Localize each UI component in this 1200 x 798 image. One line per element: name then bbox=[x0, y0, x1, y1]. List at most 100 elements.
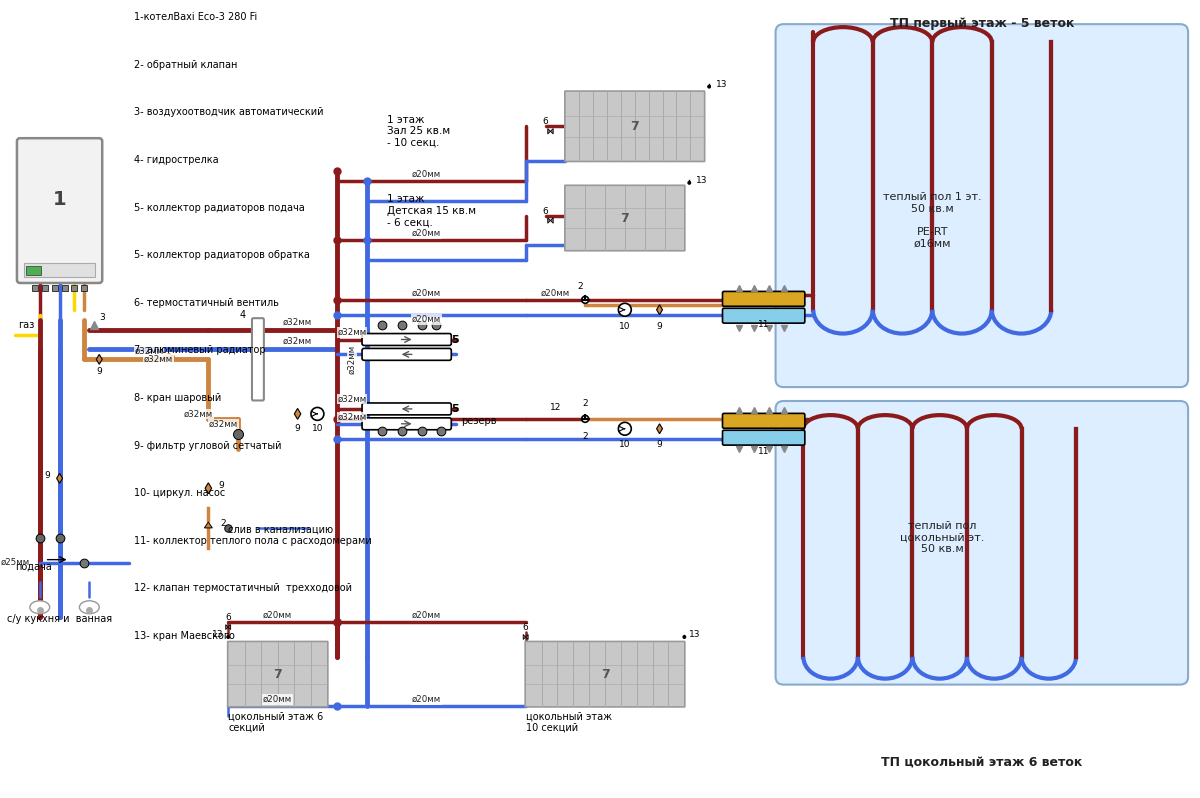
Text: 10- циркул. насос: 10- циркул. насос bbox=[134, 488, 226, 498]
Text: 2: 2 bbox=[577, 282, 583, 291]
Text: ø32мм: ø32мм bbox=[134, 347, 163, 356]
Circle shape bbox=[688, 181, 691, 184]
Text: 11- коллектор теплого пола с расходомерами: 11- коллектор теплого пола с расходомера… bbox=[134, 535, 372, 546]
Text: 7: 7 bbox=[274, 668, 282, 681]
FancyBboxPatch shape bbox=[722, 430, 805, 445]
Text: 6- термостатичный вентиль: 6- термостатичный вентиль bbox=[134, 298, 278, 308]
Text: 1 этаж
Зал 25 кв.м
- 10 секц.: 1 этаж Зал 25 кв.м - 10 секц. bbox=[386, 115, 450, 148]
Polygon shape bbox=[226, 625, 228, 630]
Polygon shape bbox=[96, 354, 102, 365]
Text: ø20мм: ø20мм bbox=[263, 695, 293, 704]
Circle shape bbox=[618, 303, 631, 316]
FancyBboxPatch shape bbox=[565, 91, 704, 161]
Text: ø20мм: ø20мм bbox=[412, 288, 442, 298]
Text: 13- кран Маевского: 13- кран Маевского bbox=[134, 631, 235, 641]
Text: 9: 9 bbox=[295, 424, 300, 433]
Text: теплый пол
цокольный эт.
50 кв.м: теплый пол цокольный эт. 50 кв.м bbox=[900, 521, 984, 555]
Text: ø32мм: ø32мм bbox=[337, 328, 367, 337]
Ellipse shape bbox=[30, 601, 49, 614]
Polygon shape bbox=[56, 473, 62, 484]
Text: 13: 13 bbox=[696, 176, 708, 185]
Text: ø20мм: ø20мм bbox=[541, 288, 570, 298]
FancyBboxPatch shape bbox=[362, 349, 451, 361]
Text: ø32мм: ø32мм bbox=[283, 337, 312, 346]
Text: 13: 13 bbox=[689, 630, 701, 639]
Text: 1 этаж
Детская 15 кв.м
- 6 секц.: 1 этаж Детская 15 кв.м - 6 секц. bbox=[386, 194, 476, 227]
Text: 7: 7 bbox=[601, 668, 610, 681]
FancyBboxPatch shape bbox=[722, 291, 805, 306]
Text: 7: 7 bbox=[620, 211, 629, 224]
Text: цокольный этаж 6
секций: цокольный этаж 6 секций bbox=[228, 711, 324, 733]
Text: ø20мм: ø20мм bbox=[412, 229, 442, 238]
FancyBboxPatch shape bbox=[775, 401, 1188, 685]
Text: 9: 9 bbox=[96, 367, 102, 377]
FancyBboxPatch shape bbox=[362, 403, 451, 415]
Text: 2: 2 bbox=[582, 399, 588, 408]
Text: 3- воздухоотводчик автоматический: 3- воздухоотводчик автоматический bbox=[134, 108, 324, 117]
Text: 6: 6 bbox=[523, 623, 528, 632]
Bar bbox=[24, 263, 95, 277]
Text: 9- фильтр угловой сетчатый: 9- фильтр угловой сетчатый bbox=[134, 440, 282, 451]
Text: 6: 6 bbox=[226, 613, 232, 622]
Text: 11: 11 bbox=[758, 320, 769, 329]
Text: 4: 4 bbox=[240, 310, 246, 320]
Polygon shape bbox=[228, 625, 230, 630]
Text: 7- алюминевый радиатор: 7- алюминевый радиатор bbox=[134, 346, 265, 355]
Text: 2: 2 bbox=[582, 432, 588, 440]
Text: резерв: резерв bbox=[461, 416, 497, 426]
Text: 6: 6 bbox=[542, 117, 548, 126]
Text: слив в канализацию: слив в канализацию bbox=[228, 525, 334, 535]
Text: ø20мм: ø20мм bbox=[412, 315, 442, 324]
FancyBboxPatch shape bbox=[17, 138, 102, 283]
Text: ø20мм: ø20мм bbox=[412, 695, 442, 704]
Text: 2: 2 bbox=[221, 519, 226, 528]
Text: 8- кран шаровый: 8- кран шаровый bbox=[134, 393, 221, 403]
Text: ø20мм: ø20мм bbox=[412, 610, 442, 620]
Text: 2- обратный клапан: 2- обратный клапан bbox=[134, 60, 238, 70]
Polygon shape bbox=[547, 218, 551, 223]
Text: теплый пол 1 эт.
50 кв.м

PE-RT
ø16мм: теплый пол 1 эт. 50 кв.м PE-RT ø16мм bbox=[883, 192, 982, 249]
Text: 9: 9 bbox=[656, 440, 662, 448]
Text: ø25мм: ø25мм bbox=[0, 558, 30, 567]
Text: 4- гидрострелка: 4- гидрострелка bbox=[134, 155, 218, 165]
Text: подача: подача bbox=[14, 562, 52, 571]
Text: ø32мм: ø32мм bbox=[283, 318, 312, 327]
Circle shape bbox=[582, 416, 589, 422]
Text: 10: 10 bbox=[619, 440, 630, 448]
Polygon shape bbox=[656, 305, 662, 314]
Text: 6: 6 bbox=[542, 207, 548, 215]
Text: 12- клапан термостатичный  трехходовой: 12- клапан термостатичный трехходовой bbox=[134, 583, 352, 594]
Circle shape bbox=[311, 408, 324, 421]
Text: ø20мм: ø20мм bbox=[263, 610, 293, 620]
FancyBboxPatch shape bbox=[775, 24, 1188, 387]
Text: 5- коллектор радиаторов подача: 5- коллектор радиаторов подача bbox=[134, 203, 305, 212]
Circle shape bbox=[582, 296, 589, 303]
Text: 9: 9 bbox=[656, 322, 662, 330]
FancyBboxPatch shape bbox=[526, 642, 685, 707]
Text: ø32мм: ø32мм bbox=[337, 413, 367, 421]
Polygon shape bbox=[547, 128, 551, 134]
Text: 7: 7 bbox=[630, 120, 640, 132]
Text: ø32мм: ø32мм bbox=[348, 345, 356, 374]
Polygon shape bbox=[204, 522, 212, 528]
FancyBboxPatch shape bbox=[565, 185, 685, 251]
Polygon shape bbox=[205, 483, 211, 494]
Polygon shape bbox=[551, 128, 553, 134]
Text: ТП первый этаж - 5 веток: ТП первый этаж - 5 веток bbox=[889, 17, 1074, 30]
Text: 5: 5 bbox=[451, 404, 458, 414]
Polygon shape bbox=[523, 634, 526, 639]
FancyBboxPatch shape bbox=[228, 642, 328, 707]
FancyBboxPatch shape bbox=[362, 334, 451, 346]
Text: 3: 3 bbox=[100, 313, 106, 322]
Text: ø32мм: ø32мм bbox=[184, 409, 214, 418]
Text: ТП цокольный этаж 6 веток: ТП цокольный этаж 6 веток bbox=[881, 756, 1082, 769]
Polygon shape bbox=[526, 634, 528, 639]
Text: газ: газ bbox=[18, 320, 35, 330]
Text: 13: 13 bbox=[716, 80, 727, 89]
Text: 1-котелBaxi Eco-3 280 Fi: 1-котелBaxi Eco-3 280 Fi bbox=[134, 12, 257, 22]
FancyBboxPatch shape bbox=[362, 418, 451, 430]
Polygon shape bbox=[656, 424, 662, 433]
Text: 1: 1 bbox=[53, 190, 66, 209]
Circle shape bbox=[683, 636, 685, 638]
Polygon shape bbox=[294, 409, 301, 419]
